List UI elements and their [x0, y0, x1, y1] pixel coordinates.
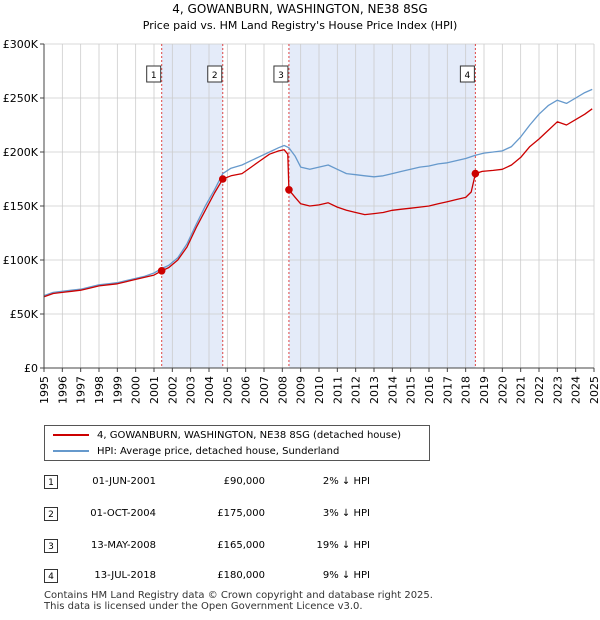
y-tick-label: £100K	[3, 254, 39, 267]
transaction-row: 2 01-OCT-2004 £175,000 3% ↓ HPI	[0, 504, 600, 524]
x-tick-label: 2016	[423, 376, 436, 404]
legend-swatch-property	[53, 434, 89, 436]
legend-item-hpi: HPI: Average price, detached house, Sund…	[53, 444, 339, 460]
x-tick-label: 2007	[258, 376, 271, 404]
transaction-hpi-diff: 9% ↓ HPI	[322, 570, 370, 581]
hpi-line	[43, 88, 593, 297]
sale-label-box	[273, 65, 289, 83]
sale-point	[218, 175, 227, 183]
sale-label: 2	[212, 71, 218, 81]
x-tick-label: 2002	[166, 376, 179, 404]
sale-point	[157, 267, 166, 275]
x-tick-label: 1997	[75, 376, 88, 404]
y-tick-label: £250K	[3, 92, 39, 105]
x-tick-label: 2023	[551, 376, 564, 404]
price-chart: 4, GOWANBURN, WASHINGTON, NE38 8SG Price…	[3, 2, 600, 404]
transaction-price: £180,000	[217, 570, 265, 581]
legend-label-hpi: HPI: Average price, detached house, Sund…	[97, 446, 340, 457]
transaction-hpi-diff: 3% ↓ HPI	[322, 508, 370, 519]
sale-label-box	[146, 65, 162, 83]
y-tick-label: £50K	[10, 308, 39, 321]
x-tick-label: 2001	[148, 376, 161, 404]
x-tick-label: 1998	[93, 376, 106, 404]
x-tick-label: 2010	[313, 376, 326, 404]
x-tick-label: 2000	[130, 376, 143, 404]
x-tick-label: 2020	[496, 376, 509, 404]
transaction-date: 13-JUL-2018	[94, 570, 156, 581]
legend-swatch-hpi	[53, 450, 89, 452]
x-tick-label: 1996	[56, 376, 69, 404]
x-tick-label: 2006	[240, 376, 253, 404]
sale-label: 1	[151, 71, 157, 81]
y-tick-label: £300K	[3, 38, 39, 51]
x-tick-label: 2025	[588, 376, 600, 404]
x-tick-label: 2009	[295, 376, 308, 404]
sale-point	[285, 186, 293, 194]
transaction-number: 1	[44, 475, 58, 489]
x-tick-label: 2011	[331, 376, 344, 404]
transaction-row: 4 13-JUL-2018 £180,000 9% ↓ HPI	[0, 566, 600, 586]
sale-label: 4	[465, 71, 471, 81]
transaction-date: 01-OCT-2004	[90, 508, 156, 519]
transaction-row: 1 01-JUN-2001 £90,000 2% ↓ HPI	[0, 472, 600, 492]
x-tick-label: 2012	[350, 376, 363, 404]
x-tick-label: 2017	[441, 376, 454, 404]
transaction-number: 3	[44, 539, 58, 553]
x-tick-label: 1999	[111, 376, 124, 404]
transaction-price: £90,000	[223, 476, 265, 487]
transaction-row: 3 13-MAY-2008 £165,000 19% ↓ HPI	[0, 536, 600, 556]
x-tick-label: 2008	[276, 376, 289, 404]
property-price-line	[43, 108, 593, 298]
x-tick-label: 2015	[405, 376, 418, 404]
chart-legend: 4, GOWANBURN, WASHINGTON, NE38 8SG (deta…	[44, 425, 430, 461]
x-tick-label: 2014	[386, 376, 399, 404]
x-tick-label: 2024	[570, 376, 583, 404]
x-tick-label: 2013	[368, 376, 381, 404]
footer-line-1: Contains HM Land Registry data © Crown c…	[44, 590, 433, 601]
sale-label-box	[459, 65, 475, 83]
x-tick-label: 2022	[533, 376, 546, 404]
legend-item-property: 4, GOWANBURN, WASHINGTON, NE38 8SG (deta…	[53, 428, 401, 444]
x-tick-label: 1995	[38, 376, 51, 404]
chart-subtitle: Price paid vs. HM Land Registry's House …	[143, 19, 458, 32]
x-tick-label: 2018	[460, 376, 473, 404]
footer-credit: Contains HM Land Registry data © Crown c…	[44, 590, 433, 612]
y-tick-label: £200K	[3, 146, 39, 159]
transaction-price: £165,000	[217, 540, 265, 551]
transaction-hpi-diff: 19% ↓ HPI	[316, 540, 370, 551]
x-tick-label: 2004	[203, 376, 216, 404]
x-tick-label: 2021	[515, 376, 528, 404]
y-tick-label: £0	[24, 362, 38, 375]
transaction-date: 13-MAY-2008	[90, 540, 156, 551]
sale-label-box	[207, 65, 223, 83]
sale-label: 3	[278, 71, 284, 81]
transaction-number: 2	[44, 507, 58, 521]
chart-title: 4, GOWANBURN, WASHINGTON, NE38 8SG	[172, 2, 427, 16]
transaction-date: 01-JUN-2001	[92, 476, 156, 487]
legend-label-property: 4, GOWANBURN, WASHINGTON, NE38 8SG (deta…	[97, 430, 402, 441]
y-tick-label: £150K	[3, 200, 39, 213]
transaction-hpi-diff: 2% ↓ HPI	[322, 476, 370, 487]
x-tick-label: 2003	[185, 376, 198, 404]
transaction-price: £175,000	[217, 508, 265, 519]
sale-point	[471, 169, 480, 178]
x-tick-label: 2005	[221, 376, 234, 404]
footer-line-2: This data is licensed under the Open Gov…	[44, 601, 363, 612]
transaction-number: 4	[44, 569, 58, 583]
x-tick-label: 2019	[478, 376, 491, 404]
